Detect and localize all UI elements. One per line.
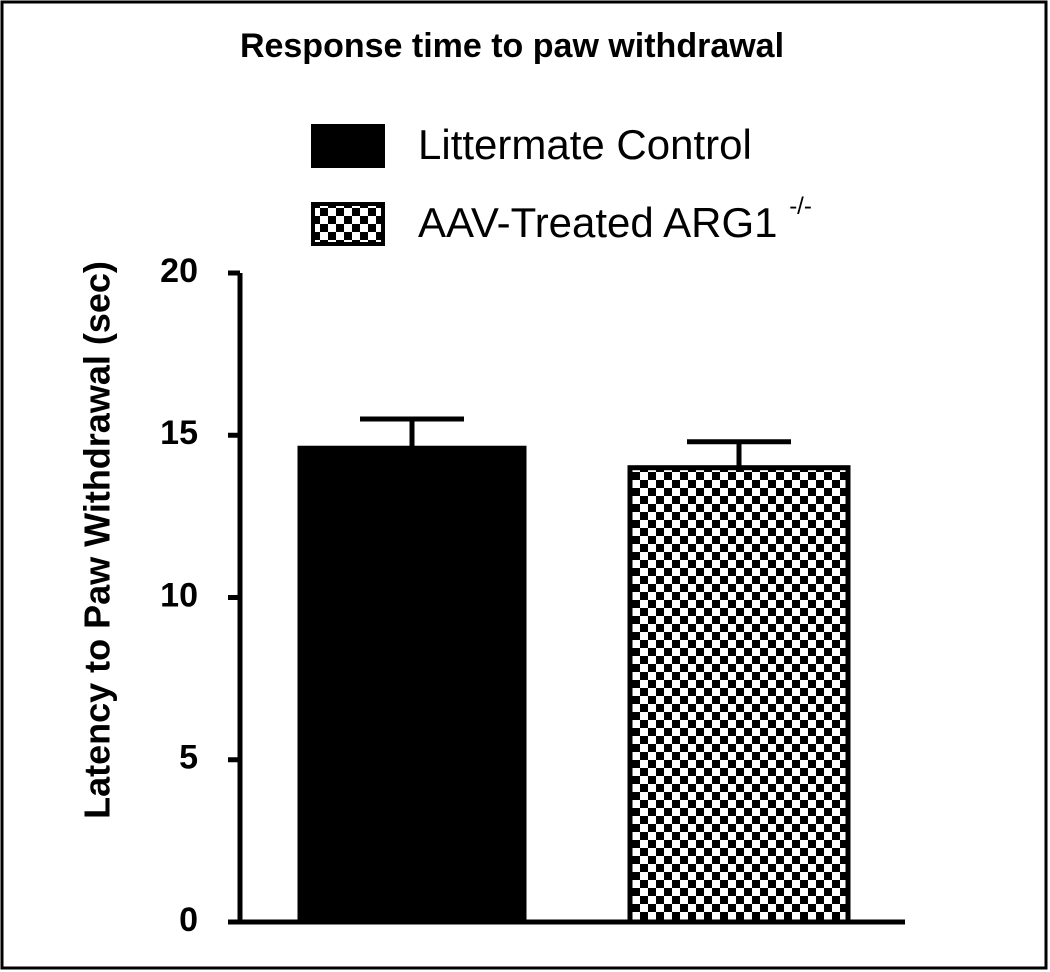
y-tick-label: 0	[179, 901, 198, 939]
legend-label: Littermate Control	[418, 121, 752, 168]
y-axis-label: Latency to Paw Withdrawal (sec)	[77, 261, 118, 819]
bar	[297, 445, 527, 925]
chart-title: Response time to paw withdrawal	[240, 27, 784, 65]
legend-swatch	[311, 124, 385, 168]
legend-name: Littermate Control	[418, 121, 752, 168]
legend-name: AAV-Treated ARG1	[418, 199, 778, 246]
legend-swatch	[311, 202, 385, 246]
y-tick-label: 20	[160, 252, 198, 290]
y-tick-label: 10	[160, 576, 198, 614]
y-tick-label: 5	[179, 739, 198, 777]
legend-superscript: -/-	[789, 193, 812, 220]
bar	[627, 465, 851, 925]
y-tick-label: 15	[160, 414, 198, 452]
legend-label: AAV-Treated ARG1 -/-	[418, 193, 812, 246]
